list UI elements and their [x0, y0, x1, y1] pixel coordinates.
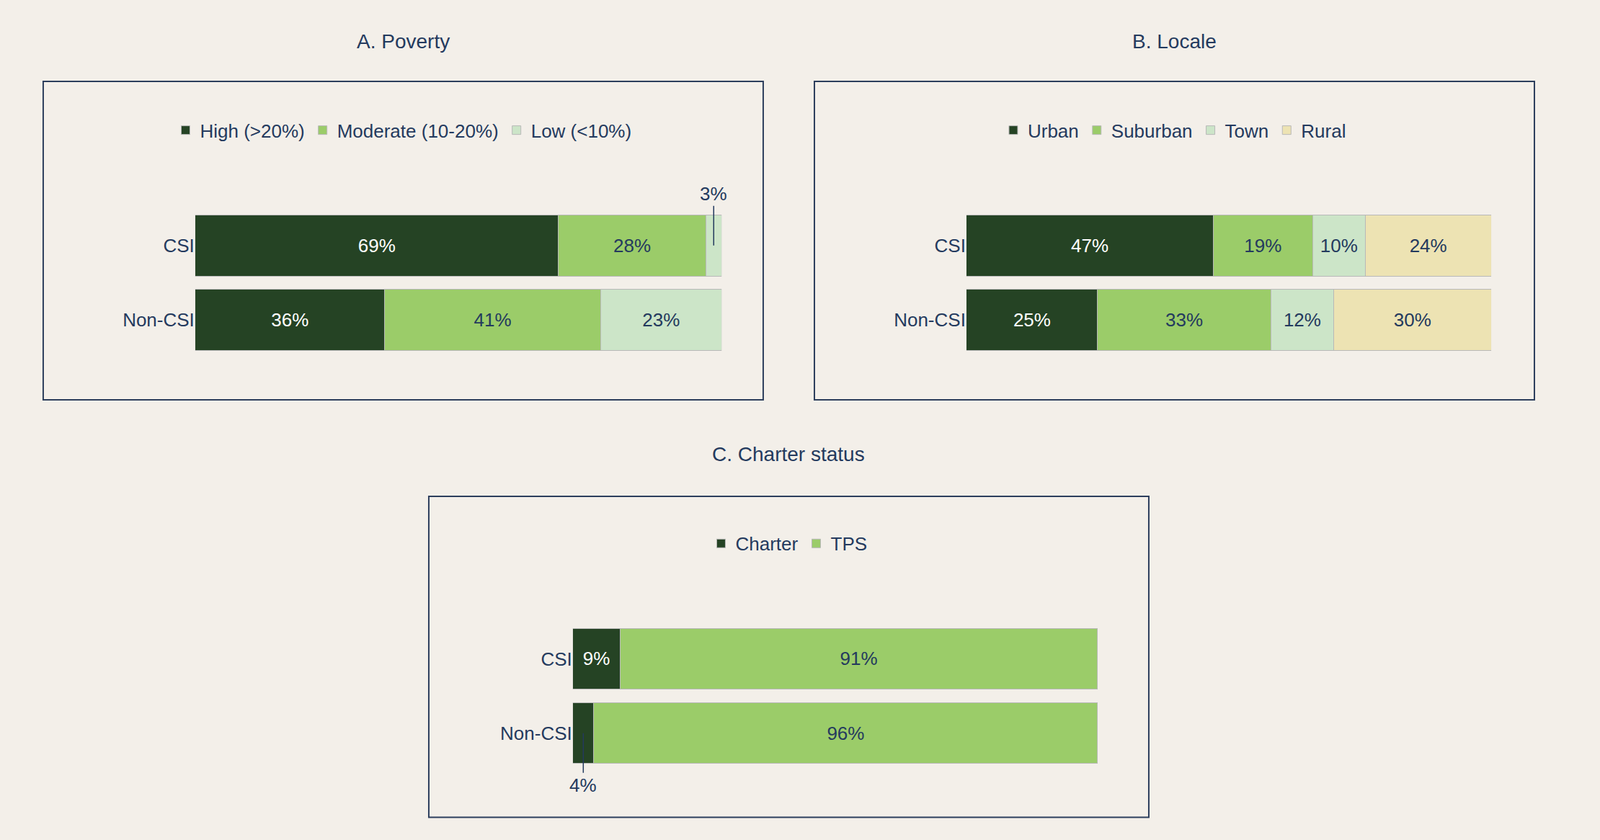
svg-text:Moderate (10-20%): Moderate (10-20%) — [337, 120, 499, 142]
svg-text:33%: 33% — [1165, 309, 1203, 331]
svg-text:B. Locale: B. Locale — [1132, 30, 1217, 53]
svg-text:10%: 10% — [1320, 234, 1358, 257]
svg-text:96%: 96% — [826, 722, 865, 745]
svg-text:28%: 28% — [613, 234, 651, 257]
svg-text:Non-CSI: Non-CSI — [122, 309, 195, 331]
svg-text:19%: 19% — [1243, 234, 1282, 257]
svg-text:24%: 24% — [1409, 234, 1448, 257]
svg-text:25%: 25% — [1013, 309, 1051, 331]
svg-text:3%: 3% — [699, 183, 728, 205]
svg-text:23%: 23% — [642, 309, 680, 331]
svg-text:91%: 91% — [840, 647, 878, 670]
svg-text:CSI: CSI — [934, 234, 966, 257]
svg-text:CSI: CSI — [540, 648, 572, 671]
svg-text:Non-CSI: Non-CSI — [893, 309, 966, 331]
svg-text:Town: Town — [1225, 120, 1270, 142]
svg-text:41%: 41% — [473, 309, 511, 331]
svg-text:Charter: Charter — [735, 533, 798, 555]
svg-text:C. Charter status: C. Charter status — [712, 443, 865, 466]
svg-text:Rural: Rural — [1300, 120, 1346, 142]
svg-text:9%: 9% — [583, 647, 611, 670]
svg-text:A. Poverty: A. Poverty — [356, 30, 450, 53]
svg-text:36%: 36% — [270, 309, 309, 331]
svg-text:Non-CSI: Non-CSI — [500, 722, 573, 745]
svg-text:TPS: TPS — [830, 533, 868, 555]
svg-text:4%: 4% — [569, 774, 597, 797]
svg-text:Suburban: Suburban — [1111, 120, 1193, 142]
svg-text:Urban: Urban — [1027, 120, 1079, 142]
svg-text:69%: 69% — [358, 234, 396, 257]
svg-text:High (>20%): High (>20%) — [199, 120, 305, 142]
svg-text:CSI: CSI — [162, 234, 194, 257]
svg-text:47%: 47% — [1070, 234, 1109, 257]
svg-text:30%: 30% — [1393, 309, 1432, 331]
svg-text:Low (<10%): Low (<10%) — [531, 120, 632, 142]
svg-text:12%: 12% — [1283, 309, 1322, 331]
